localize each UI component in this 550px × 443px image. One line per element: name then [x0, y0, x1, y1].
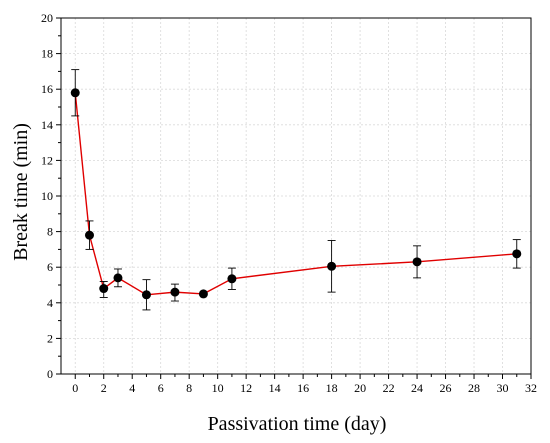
x-tick-label: 12 [240, 381, 252, 395]
data-point [99, 284, 109, 294]
y-tick-label: 20 [41, 11, 53, 25]
x-tick-label: 30 [497, 381, 509, 395]
x-tick-label: 16 [297, 381, 309, 395]
data-point [70, 88, 80, 98]
data-point [227, 274, 237, 284]
x-tick-label: 4 [129, 381, 135, 395]
x-tick-label: 24 [411, 381, 423, 395]
x-tick-label: 6 [158, 381, 164, 395]
x-axis-title: Passivation time (day) [208, 413, 387, 435]
y-tick-label: 14 [41, 118, 53, 132]
x-tick-label: 26 [440, 381, 452, 395]
data-point [141, 290, 151, 300]
data-point [512, 249, 522, 259]
y-tick-label: 10 [41, 189, 53, 203]
data-point [113, 273, 123, 283]
y-tick-label: 18 [41, 47, 53, 61]
x-tick-label: 14 [269, 381, 281, 395]
y-tick-label: 16 [41, 82, 53, 96]
x-tick-label: 18 [326, 381, 338, 395]
x-tick-label: 0 [72, 381, 78, 395]
x-tick-label: 22 [383, 381, 395, 395]
x-tick-label: 2 [101, 381, 107, 395]
y-tick-label: 6 [47, 260, 53, 274]
data-point [327, 261, 337, 271]
x-tick-label: 20 [354, 381, 366, 395]
y-tick-label: 8 [47, 225, 53, 239]
data-point [198, 289, 208, 299]
y-tick-label: 2 [47, 331, 53, 345]
series-layer [70, 69, 522, 311]
x-tick-label: 10 [212, 381, 224, 395]
axes: 0 2 4 6 8 10 12 14 16 18 20 22 24 26 28 30 3202468101214… [41, 11, 537, 395]
y-tick-label: 12 [41, 153, 53, 167]
data-point [170, 287, 180, 297]
y-tick-label: 4 [47, 296, 53, 310]
data-point [412, 257, 422, 267]
data-point [84, 230, 94, 240]
x-tick-label: 32 [525, 381, 537, 395]
y-tick-label: 0 [47, 367, 53, 381]
x-tick-label: 28 [468, 381, 480, 395]
y-axis-title: Break time (min) [10, 123, 32, 261]
x-tick-label: 8 [186, 381, 192, 395]
